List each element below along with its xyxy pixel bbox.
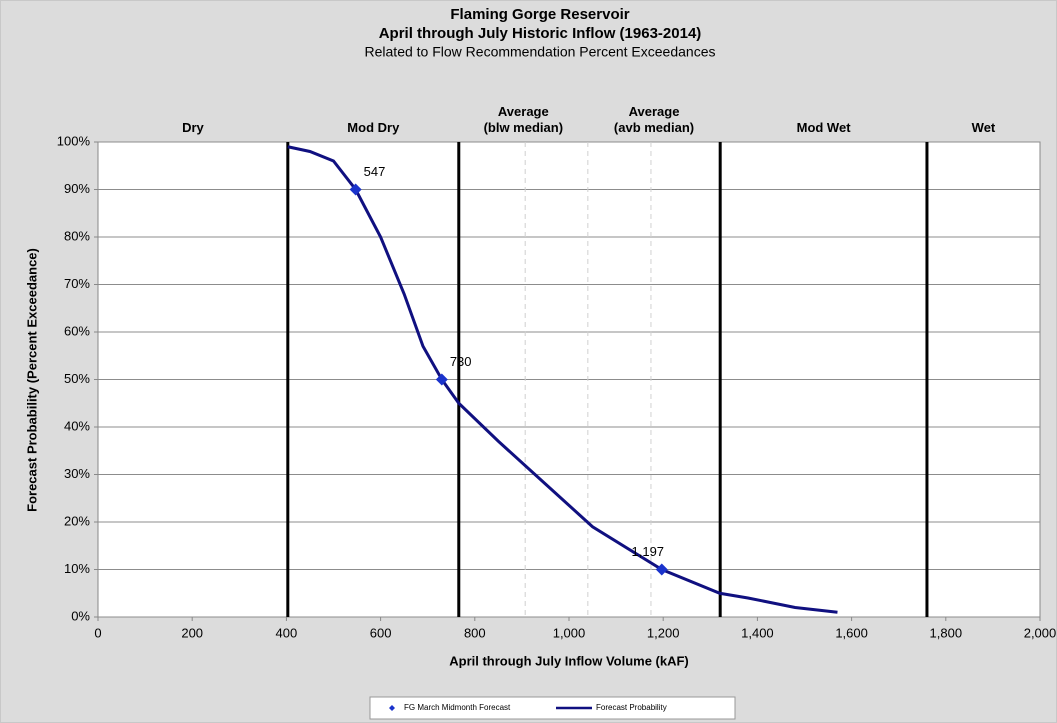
point <box>349 183 362 196</box>
x-tick-label: 1,400 <box>741 625 774 640</box>
x-tick-label: 1,000 <box>553 625 586 640</box>
line <box>287 145 838 614</box>
x-tick-label: 400 <box>276 625 298 640</box>
zone-label: Dry <box>182 120 204 135</box>
x-tick-label: 1,800 <box>930 625 963 640</box>
y-tick-label: 20% <box>64 513 90 528</box>
x-tick-label: 200 <box>181 625 203 640</box>
point <box>655 563 668 576</box>
legend-marker <box>389 705 395 711</box>
y-axis-title: Forecast Probability (Percent Exceedance… <box>24 248 39 512</box>
legend-label: Forecast Probability <box>596 703 667 712</box>
x-tick-label: 600 <box>370 625 392 640</box>
chart-subtitle: Related to Flow Recommendation Percent E… <box>365 44 716 60</box>
y-tick-label: 10% <box>64 561 90 576</box>
point <box>435 373 448 386</box>
chart-title: Flaming Gorge Reservoir <box>450 6 629 23</box>
x-tick-label: 800 <box>464 625 486 640</box>
zone-label: Average (avb median) <box>614 104 694 135</box>
x-axis-title: April through July Inflow Volume (kAF) <box>449 653 689 668</box>
zone-label: Wet <box>972 120 996 135</box>
y-tick-label: 100% <box>57 133 91 148</box>
y-tick-label: 40% <box>64 418 90 433</box>
y-tick-label: 30% <box>64 466 90 481</box>
legend <box>369 696 736 720</box>
chart-subtitle: April through July Historic Inflow (1963… <box>379 25 702 42</box>
y-tick-label: 50% <box>64 371 90 386</box>
y-tick-label: 60% <box>64 323 90 338</box>
data-label: 730 <box>450 354 472 369</box>
y-tick-label: 90% <box>64 181 90 196</box>
y-tick-label: 80% <box>64 228 90 243</box>
zone-label: Mod Dry <box>347 120 400 135</box>
x-tick-label: 1,200 <box>647 625 680 640</box>
data-label: 547 <box>364 164 386 179</box>
x-tick-label: 1,600 <box>835 625 868 640</box>
x-tick-label: 0 <box>94 625 101 640</box>
legend-label: FG March Midmonth Forecast <box>404 703 511 712</box>
zone-label: Average (blw median) <box>484 104 563 135</box>
data-label: 1,197 <box>632 544 665 559</box>
x-tick-label: 2,000 <box>1024 625 1057 640</box>
y-tick-label: 70% <box>64 276 90 291</box>
y-tick-label: 0% <box>71 608 90 623</box>
zone-label: Mod Wet <box>797 120 852 135</box>
